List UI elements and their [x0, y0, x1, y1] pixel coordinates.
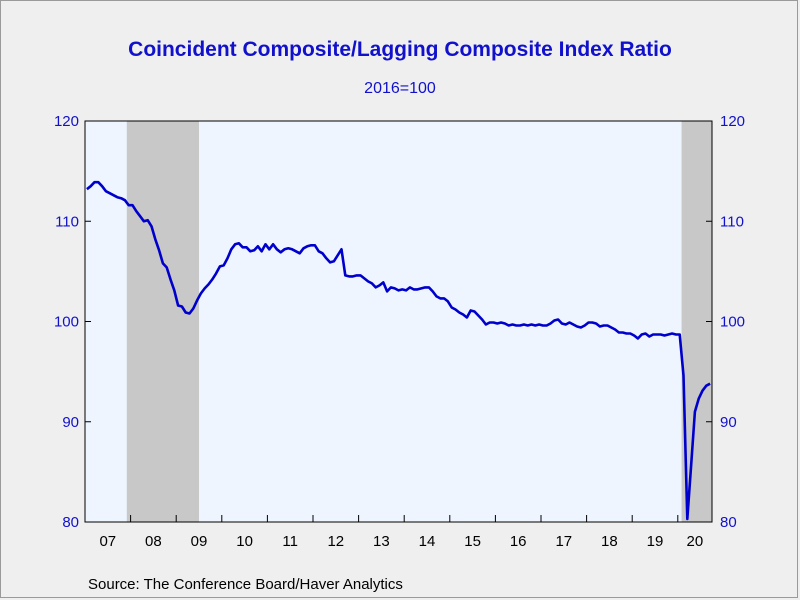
y-tick-label-left: 110 — [55, 213, 79, 230]
y-tick-label-right: 120 — [720, 113, 745, 130]
chart-title: Coincident Composite/Lagging Composite I… — [128, 38, 672, 61]
y-tick-label-left: 100 — [54, 314, 79, 331]
chart-subtitle: 2016=100 — [364, 80, 436, 97]
x-tick-label: 07 — [99, 533, 116, 550]
x-tick-label: 14 — [419, 533, 436, 550]
y-tick-label-left: 80 — [62, 514, 79, 531]
y-tick-label-right: 80 — [720, 514, 737, 531]
x-tick-label: 13 — [373, 533, 390, 550]
source-note: Source: The Conference Board/Haver Analy… — [88, 576, 403, 593]
x-tick-label: 08 — [145, 533, 162, 550]
x-tick-label: 16 — [510, 533, 527, 550]
x-tick-label: 09 — [191, 533, 208, 550]
x-tick-label: 19 — [647, 533, 664, 550]
x-tick-label: 17 — [555, 533, 572, 550]
x-tick-label: 12 — [327, 533, 344, 550]
y-tick-label-right: 110 — [720, 213, 744, 230]
recession-band-1 — [126, 121, 199, 522]
series-line — [86, 180, 711, 521]
x-tick-label: 20 — [687, 533, 704, 550]
x-tick-label: 11 — [282, 533, 298, 550]
x-tick-label: 18 — [601, 533, 618, 550]
y-tick-label-left: 90 — [62, 414, 79, 431]
x-tick-label: 10 — [236, 533, 253, 550]
y-tick-label-right: 90 — [720, 414, 737, 431]
x-tick-label: 15 — [464, 533, 481, 550]
y-tick-label-left: 120 — [54, 113, 79, 130]
y-tick-label-right: 100 — [720, 314, 745, 331]
